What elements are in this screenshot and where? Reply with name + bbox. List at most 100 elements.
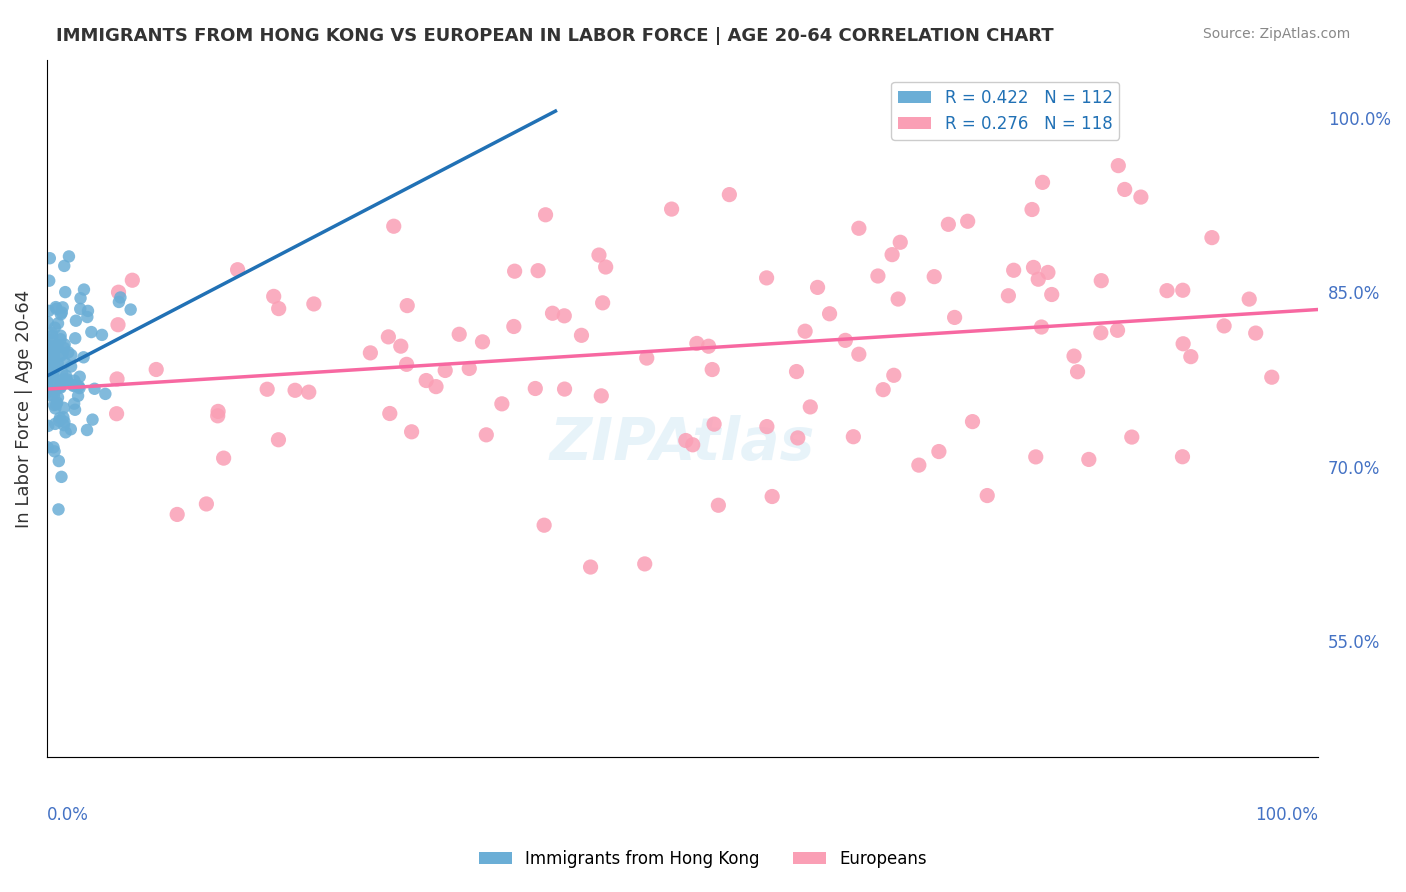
Point	[1031, 175, 1053, 189]
Point	[1002, 263, 1025, 277]
Point	[49, 379, 72, 393]
Point	[534, 208, 557, 222]
Point	[1090, 274, 1112, 288]
Point	[471, 334, 494, 349]
Point	[37, 380, 59, 394]
Point	[37, 375, 59, 389]
Legend: R = 0.422   N = 112, R = 0.276   N = 118: R = 0.422 N = 112, R = 0.276 N = 118	[891, 82, 1119, 139]
Point	[267, 301, 290, 316]
Point	[42, 440, 65, 454]
Point	[883, 368, 905, 383]
Point	[67, 379, 90, 393]
Point	[42, 350, 65, 364]
Point	[395, 357, 418, 371]
Point	[378, 407, 401, 421]
Point	[55, 374, 77, 388]
Point	[956, 214, 979, 228]
Text: Source: ZipAtlas.com: Source: ZipAtlas.com	[1202, 27, 1350, 41]
Point	[1107, 323, 1129, 337]
Point	[48, 414, 70, 428]
Point	[1022, 260, 1045, 275]
Point	[718, 187, 741, 202]
Point	[755, 419, 778, 434]
Point	[799, 400, 821, 414]
Point	[1156, 284, 1178, 298]
Point	[38, 388, 60, 402]
Point	[1063, 349, 1085, 363]
Point	[67, 389, 90, 403]
Point	[46, 391, 69, 405]
Text: 0.0%: 0.0%	[46, 806, 89, 824]
Point	[38, 303, 60, 318]
Point	[41, 359, 63, 374]
Point	[938, 217, 960, 231]
Point	[76, 310, 98, 324]
Point	[195, 497, 218, 511]
Point	[42, 353, 65, 368]
Point	[46, 338, 69, 352]
Point	[880, 247, 903, 261]
Point	[44, 417, 66, 431]
Point	[1171, 450, 1194, 464]
Point	[703, 417, 725, 431]
Point	[761, 490, 783, 504]
Point	[44, 339, 66, 353]
Point	[46, 356, 69, 370]
Point	[48, 502, 70, 516]
Point	[45, 300, 67, 314]
Point	[37, 440, 59, 454]
Point	[76, 423, 98, 437]
Point	[1171, 283, 1194, 297]
Point	[53, 259, 76, 273]
Point	[37, 418, 59, 433]
Point	[682, 438, 704, 452]
Point	[1213, 318, 1236, 333]
Point	[1121, 430, 1143, 444]
Point	[37, 382, 59, 396]
Point	[848, 347, 870, 361]
Point	[37, 315, 59, 329]
Point	[49, 349, 72, 363]
Point	[37, 338, 59, 352]
Point	[145, 362, 167, 376]
Point	[302, 297, 325, 311]
Point	[110, 291, 132, 305]
Point	[449, 327, 471, 342]
Y-axis label: In Labor Force | Age 20-64: In Labor Force | Age 20-64	[15, 289, 32, 528]
Point	[207, 409, 229, 423]
Point	[848, 221, 870, 235]
Point	[63, 374, 86, 388]
Point	[872, 383, 894, 397]
Point	[533, 518, 555, 533]
Point	[42, 363, 65, 377]
Point	[121, 273, 143, 287]
Point	[82, 412, 104, 426]
Point	[42, 384, 65, 398]
Point	[108, 294, 131, 309]
Point	[77, 304, 100, 318]
Point	[60, 348, 83, 362]
Point	[1066, 365, 1088, 379]
Point	[755, 271, 778, 285]
Point	[434, 363, 457, 377]
Point	[1107, 159, 1129, 173]
Point	[69, 301, 91, 316]
Point	[52, 301, 75, 315]
Point	[1180, 350, 1202, 364]
Point	[44, 375, 66, 389]
Point	[72, 351, 94, 365]
Legend: Immigrants from Hong Kong, Europeans: Immigrants from Hong Kong, Europeans	[472, 844, 934, 875]
Point	[359, 346, 381, 360]
Point	[702, 362, 724, 376]
Point	[83, 382, 105, 396]
Point	[943, 310, 966, 325]
Point	[42, 370, 65, 384]
Point	[786, 431, 808, 445]
Point	[541, 306, 564, 320]
Point	[65, 314, 87, 328]
Point	[284, 384, 307, 398]
Point	[591, 389, 613, 403]
Point	[62, 379, 84, 393]
Point	[53, 285, 76, 299]
Point	[51, 305, 73, 319]
